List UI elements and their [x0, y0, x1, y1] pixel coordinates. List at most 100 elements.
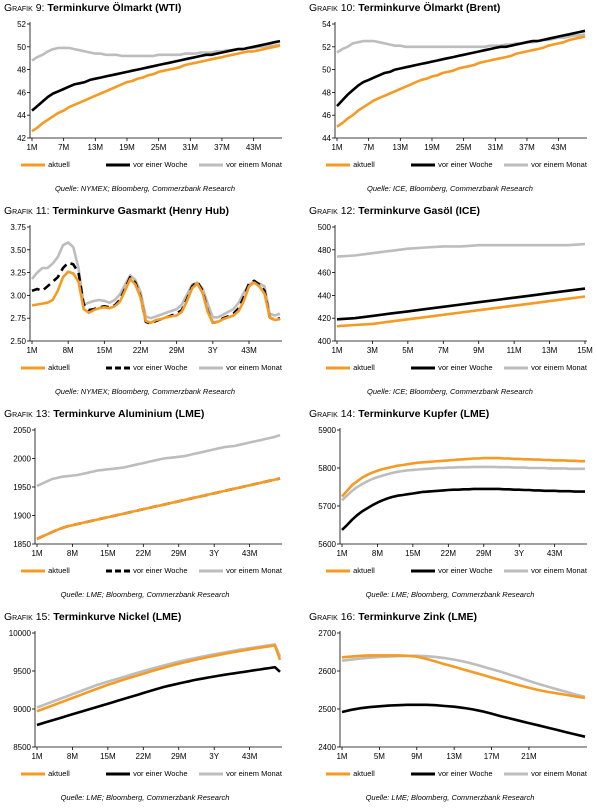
legend-item: vor einer Woche — [105, 769, 188, 778]
x-tick-label: 37M — [519, 143, 535, 152]
legend-item: vor einem Monat — [503, 363, 587, 372]
y-tick-label: 440 — [318, 291, 332, 300]
x-tick-label: 3Y — [209, 549, 219, 558]
chart-title-text: Terminkurve Gasmarkt (Henry Hub) — [52, 205, 230, 217]
legend-label: vor einem Monat — [529, 160, 587, 169]
y-tick-label: 46 — [17, 88, 26, 97]
y-tick-label: 2050 — [13, 426, 31, 435]
legend-label: vor einer Woche — [131, 566, 188, 575]
legend-label: vor einem Monat — [224, 566, 282, 575]
line-chart: 2.50 2.75 3.00 3.25 3.50 3.75 1M 8M 15M 22M 29M 3Y 4… — [10, 223, 282, 355]
x-tick-label: 31M — [183, 143, 199, 152]
x-tick-label: 11M — [507, 346, 522, 355]
y-tick-label: 3.75 — [10, 223, 26, 232]
chart-number: Grafik 14: — [309, 408, 356, 420]
chart-title-text: Terminkurve Nickel (LME) — [53, 611, 182, 623]
x-tick-label: 29M — [169, 346, 185, 355]
line-chart: 8500 9000 9500 10000 1M 8M 15M 22M 29M 3Y 43M — [9, 629, 282, 761]
series-line-vor-einem-monat — [341, 654, 586, 699]
y-tick-label: 9500 — [13, 667, 31, 676]
legend-label: aktuell — [46, 363, 70, 372]
chart-title-text: Terminkurve Aluminium (LME) — [53, 408, 205, 420]
series-line-vor-einer-woche — [341, 703, 586, 738]
series-line-aktuell — [336, 35, 586, 128]
chart-panel-g12: Grafik 12: Terminkurve Gasöl (ICE) 400 420… — [305, 205, 595, 405]
legend-label: vor einem Monat — [224, 160, 282, 169]
legend-item: vor einem Monat — [503, 566, 587, 575]
series-line-aktuell — [336, 295, 586, 328]
chart-title-text: Terminkurve Ölmarkt (WTI) — [47, 2, 182, 14]
legend-item: vor einer Woche — [410, 769, 493, 778]
chart-number: Grafik 10: — [309, 2, 356, 14]
x-tick-label: 15M — [97, 346, 113, 355]
legend-item: vor einem Monat — [198, 769, 282, 778]
x-tick-label: 25M — [151, 143, 167, 152]
y-tick-label: 480 — [318, 246, 332, 255]
legend-label: vor einer Woche — [131, 363, 188, 372]
x-tick-label: 19M — [119, 143, 135, 152]
x-tick-label: 43M — [246, 143, 262, 152]
y-tick-label: 2000 — [13, 455, 31, 464]
x-tick-label: 8M — [372, 549, 383, 558]
chart-source: Quelle: NYMEX; Bloomberg, Commerzbank Re… — [54, 184, 236, 193]
x-tick-label: 1M — [31, 752, 42, 761]
chart-legend: aktuell vor einer Woche vor einem Monat — [315, 160, 595, 172]
x-tick-label: 22M — [441, 549, 457, 558]
chart-source: Quelle: ICE, Bloomberg, Commerzbank Rese… — [367, 184, 533, 193]
legend-label: aktuell — [351, 160, 375, 169]
chart-title: Grafik 16: Terminkurve Zink (LME) — [309, 611, 477, 623]
chart-source: Quelle: LME; Bloomberg, Commerzbank Rese… — [365, 590, 535, 599]
x-tick-label: 19M — [424, 143, 440, 152]
legend-label: vor einer Woche — [436, 363, 493, 372]
y-tick-label: 42 — [17, 134, 26, 143]
x-tick-label: 5M — [402, 346, 413, 355]
x-tick-label: 13M — [542, 346, 558, 355]
legend-item: vor einer Woche — [410, 566, 493, 575]
x-tick-label: 37M — [214, 143, 230, 152]
series-line-vor-einer-woche — [36, 665, 281, 727]
legend-label: aktuell — [351, 363, 375, 372]
y-tick-label: 52 — [322, 43, 331, 52]
chart-panel-g15: Grafik 15: Terminkurve Nickel (LME) 8500 9… — [0, 611, 290, 811]
legend-item: aktuell — [325, 363, 375, 372]
x-tick-label: 22M — [133, 346, 149, 355]
legend-item: aktuell — [325, 769, 375, 778]
legend-swatch — [199, 366, 223, 370]
series-line-vor-einem-monat — [36, 643, 282, 709]
legend-swatch — [504, 163, 528, 167]
x-tick-label: 22M — [136, 549, 152, 558]
legend-item: vor einem Monat — [198, 160, 282, 169]
chart-number: Grafik 11: — [4, 205, 50, 217]
y-tick-label: 1950 — [13, 483, 31, 492]
chart-title-text: Terminkurve Kupfer (LME) — [358, 408, 490, 420]
x-tick-label: 15M — [577, 346, 593, 355]
legend-item: aktuell — [325, 566, 375, 575]
series-line-aktuell — [341, 456, 585, 498]
y-tick-label: 48 — [322, 88, 331, 97]
legend-swatch — [21, 366, 45, 370]
x-tick-label: 3M — [367, 346, 378, 355]
series-line-aktuell — [36, 644, 282, 713]
legend-label: vor einem Monat — [529, 769, 587, 778]
x-tick-label: 3Y — [208, 346, 218, 355]
y-tick-label: 44 — [322, 134, 331, 143]
x-tick-label: 43M — [547, 549, 563, 558]
chart-number: Grafik 13: — [4, 408, 51, 420]
x-tick-label: 17M — [484, 752, 500, 761]
line-chart: 44 46 48 50 52 54 1M 7M 13M 19M 25M 31M 37M 43M — [322, 20, 587, 152]
y-tick-label: 54 — [322, 20, 331, 29]
legend-item: vor einem Monat — [503, 160, 587, 169]
y-tick-label: 50 — [17, 43, 26, 52]
chart-panel-g9: Grafik 9: Terminkurve Ölmarkt (WTI) 42 44 4… — [0, 2, 290, 202]
legend-label: vor einer Woche — [131, 160, 188, 169]
legend-label: vor einem Monat — [529, 363, 587, 372]
line-chart: 5600 5700 5800 5900 1M 8M 15M 22M 29M 3Y 43M — [318, 426, 587, 558]
y-tick-label: 3.50 — [10, 246, 26, 255]
legend-label: aktuell — [46, 160, 70, 169]
chart-title-text: Terminkurve Zink (LME) — [358, 611, 478, 623]
x-tick-label: 9M — [473, 346, 484, 355]
x-tick-label: 3Y — [514, 549, 524, 558]
y-tick-label: 52 — [17, 20, 26, 29]
series-line-aktuell — [31, 44, 281, 133]
chart-title-text: Terminkurve Gasöl (ICE) — [358, 205, 480, 217]
